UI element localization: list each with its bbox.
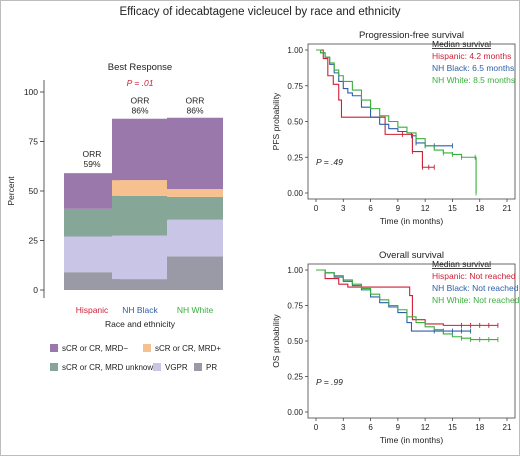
bar-y-tick-label: 100 [24, 87, 38, 97]
bar-segment [167, 117, 223, 190]
km-y-tick-label: 0.00 [287, 408, 303, 417]
orr-label: ORR [131, 96, 150, 106]
bar-x-axis-label: Race and ethnicity [105, 319, 176, 329]
bar-category-label: Hispanic [76, 305, 109, 315]
km-curve [316, 49, 435, 168]
bar-segment [64, 173, 120, 209]
bar-segment [167, 256, 223, 290]
km-x-tick-label: 9 [396, 204, 401, 213]
bar-segment [64, 208, 120, 237]
km-y-tick-label: 0.25 [287, 373, 303, 382]
km-title: Progression-free survival [359, 30, 464, 41]
km-x-axis-label: Time (in months) [380, 216, 444, 226]
km-x-tick-label: 18 [475, 204, 484, 213]
km-y-tick-label: 1.00 [287, 46, 303, 55]
km-y-tick-label: 0.50 [287, 337, 303, 346]
km-y-tick-label: 0.00 [287, 189, 303, 198]
bar-segment [112, 118, 168, 181]
km-x-tick-label: 12 [421, 423, 430, 432]
km-x-tick-label: 6 [368, 423, 373, 432]
bar-chart-title: Best Response [108, 62, 172, 73]
bar-pvalue: P = .01 [127, 78, 154, 88]
bar-segment [112, 279, 168, 290]
km-legend-entry: NH White: 8.5 months [432, 75, 515, 85]
km-legend-title: Median survival [432, 259, 491, 269]
bar-segment [112, 235, 168, 280]
bar-segment [64, 236, 120, 273]
km-x-tick-label: 18 [475, 423, 484, 432]
legend-label: sCR or CR, MRD unknown [62, 363, 158, 372]
km-curve [316, 269, 498, 326]
km-legend-entry: Hispanic: Not reached [432, 271, 516, 281]
km-x-tick-label: 6 [368, 204, 373, 213]
km-y-tick-label: 0.75 [287, 302, 303, 311]
km-title: Overall survival [379, 250, 444, 261]
km-legend-entry: NH White: Not reached [432, 295, 520, 305]
km-x-tick-label: 21 [503, 423, 512, 432]
km-legend-entry: Hispanic: 4.2 months [432, 51, 511, 61]
legend-swatch [50, 363, 58, 371]
orr-value: 86% [131, 106, 148, 116]
km-legend-entry: NH Black: 6.5 months [432, 63, 514, 73]
bar-y-tick-label: 50 [29, 186, 39, 196]
km-x-tick-label: 15 [448, 204, 457, 213]
legend-label: PR [206, 363, 217, 372]
km-y-tick-label: 0.75 [287, 82, 303, 91]
km-y-axis-label: PFS probability [271, 92, 281, 150]
km-y-axis-label: OS probability [271, 314, 281, 368]
km-y-tick-label: 1.00 [287, 266, 303, 275]
bar-segment [167, 219, 223, 257]
legend-label: sCR or CR, MRD− [62, 344, 128, 353]
km-x-axis-label: Time (in months) [380, 435, 444, 445]
bar-y-tick-label: 75 [29, 137, 39, 147]
bar-segment [112, 180, 168, 196]
legend-swatch [194, 363, 202, 371]
km-x-tick-label: 3 [341, 423, 346, 432]
bar-segment [167, 196, 223, 220]
bar-segment [112, 195, 168, 236]
km-x-tick-label: 9 [396, 423, 401, 432]
bar-y-tick-label: 0 [33, 285, 38, 295]
km-curve [316, 269, 471, 332]
km-x-tick-label: 21 [503, 204, 512, 213]
bar-y-tick-label: 25 [29, 236, 39, 246]
bar-segment [167, 189, 223, 197]
km-curve [316, 49, 477, 193]
legend-swatch [50, 344, 58, 352]
km-legend-entry: NH Black: Not reached [432, 283, 519, 293]
orr-value: 86% [186, 106, 203, 116]
bar-category-label: NH White [177, 305, 214, 315]
km-y-tick-label: 0.25 [287, 153, 303, 162]
bar-segment [64, 272, 120, 290]
km-x-tick-label: 12 [421, 204, 430, 213]
km-x-tick-label: 3 [341, 204, 346, 213]
km-x-tick-label: 0 [314, 423, 319, 432]
figure-title: Efficacy of idecabtagene vicleucel by ra… [119, 6, 401, 18]
km-pvalue: P = .49 [316, 157, 343, 167]
km-legend-title: Median survival [432, 39, 491, 49]
bar-category-label: NH Black [122, 305, 158, 315]
km-pvalue: P = .99 [316, 377, 343, 387]
orr-value: 59% [83, 159, 100, 169]
legend-swatch [153, 363, 161, 371]
orr-label: ORR [186, 96, 205, 106]
legend-swatch [143, 344, 151, 352]
legend-label: VGPR [165, 363, 188, 372]
legend-label: sCR or CR, MRD+ [155, 344, 221, 353]
km-x-tick-label: 0 [314, 204, 319, 213]
km-curve [316, 269, 498, 341]
km-y-tick-label: 0.50 [287, 118, 303, 127]
bar-y-axis-label: Percent [6, 176, 16, 206]
orr-label: ORR [83, 149, 102, 159]
km-x-tick-label: 15 [448, 423, 457, 432]
